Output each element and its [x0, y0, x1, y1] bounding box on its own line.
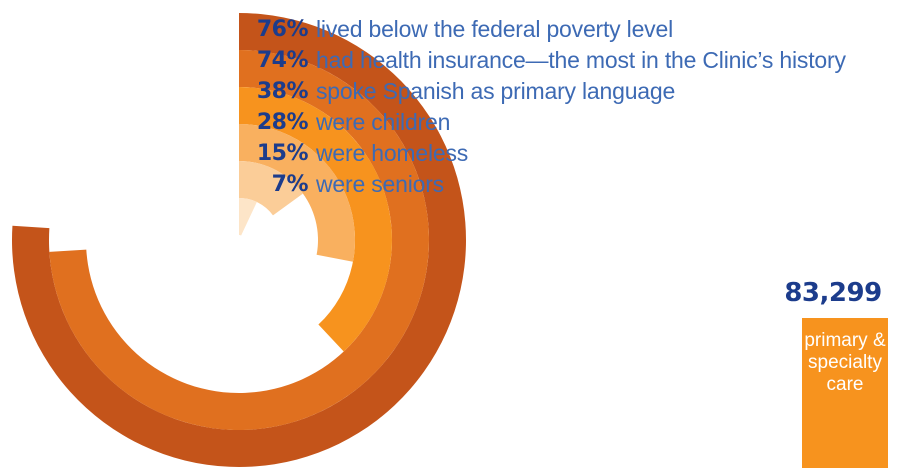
- percent-label: 74%: [256, 48, 309, 73]
- ring-description: lived below the federal poverty level: [316, 16, 673, 42]
- legend-row: 74% had health insurance—the most in the…: [236, 45, 917, 76]
- caption-line: specialty: [808, 352, 882, 373]
- legend-row: 28% were children: [236, 107, 917, 138]
- ring-description: spoke Spanish as primary language: [316, 78, 676, 104]
- caption-line: primary &: [804, 330, 886, 351]
- ring-description: were homeless: [316, 140, 469, 166]
- legend-row: 38% spoke Spanish as primary language: [236, 76, 917, 107]
- visits-caption: primary & specialty care: [802, 330, 888, 396]
- ring-description: had health insurance—the most in the Cli…: [316, 47, 846, 73]
- caption-line: care: [826, 374, 864, 395]
- percent-label: 28%: [256, 110, 309, 135]
- legend-row: 76% lived below the federal poverty leve…: [236, 14, 917, 45]
- ring-description: were children: [316, 109, 451, 135]
- percent-label: 15%: [256, 141, 309, 166]
- ring-arc-7: [239, 198, 257, 236]
- legend-list: 76% lived below the federal poverty leve…: [236, 14, 917, 200]
- percent-label: 7%: [271, 172, 309, 197]
- ring-description: were seniors: [316, 171, 444, 197]
- visits-count: 83,299: [784, 278, 882, 308]
- ring-arc-28: [239, 124, 355, 262]
- percent-label: 38%: [256, 79, 309, 104]
- legend-row: 7% were seniors: [236, 169, 917, 200]
- visits-bar: primary & specialty care: [802, 318, 888, 468]
- ring-arc-15: [239, 161, 303, 216]
- percent-label: 76%: [256, 17, 309, 42]
- ring-arc-38: [239, 87, 392, 352]
- legend-row: 15% were homeless: [236, 138, 917, 169]
